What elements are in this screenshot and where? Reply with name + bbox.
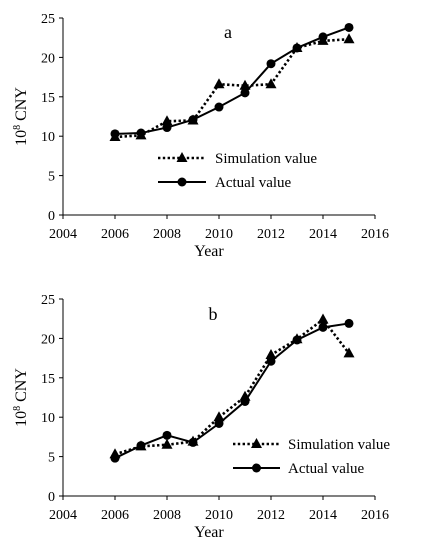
y-axis-title-base: 10 bbox=[13, 411, 30, 427]
y-axis-title-base: 10 bbox=[13, 130, 30, 146]
simulation-point bbox=[213, 411, 225, 422]
actual-point bbox=[344, 22, 354, 32]
x-tick-label: 2004 bbox=[49, 508, 77, 523]
y-tick-label: 0 bbox=[48, 490, 55, 505]
y-axis-title-unit: CNY bbox=[13, 368, 30, 406]
actual-point bbox=[266, 59, 276, 69]
actual-point bbox=[318, 32, 328, 42]
simulation-point bbox=[161, 115, 173, 126]
actual-point bbox=[292, 43, 302, 53]
simulation-point bbox=[343, 33, 355, 44]
actual-point bbox=[240, 396, 250, 406]
actual-point bbox=[136, 441, 146, 451]
series-line-simulation bbox=[114, 317, 351, 456]
series-line-actual bbox=[114, 322, 350, 460]
x-axis-title: Year bbox=[194, 243, 224, 260]
legend-label-actual: Actual value bbox=[215, 175, 292, 191]
legend-marker-simulation bbox=[251, 438, 262, 448]
y-axis-title-exponent: 8 bbox=[12, 125, 23, 130]
x-axis-title: Year bbox=[194, 524, 224, 541]
panel-label: a bbox=[224, 22, 232, 42]
x-tick-label: 2008 bbox=[153, 508, 181, 523]
y-axis-title: 108 CNY bbox=[12, 368, 30, 427]
y-tick-label: 5 bbox=[48, 451, 55, 466]
y-tick-label: 15 bbox=[41, 372, 55, 387]
actual-point bbox=[214, 419, 224, 429]
x-tick-label: 2012 bbox=[257, 508, 285, 523]
y-tick-label: 20 bbox=[41, 332, 55, 347]
simulation-point bbox=[213, 78, 225, 89]
y-tick-label: 25 bbox=[41, 293, 55, 308]
actual-point bbox=[240, 88, 250, 98]
actual-point bbox=[110, 453, 120, 463]
y-axis-title-exponent: 8 bbox=[12, 406, 23, 411]
legend-marker-actual bbox=[252, 463, 261, 473]
actual-point bbox=[266, 356, 276, 366]
chart-panel-a: 0 5 10 15 20 25 2004 2006 2008 2010 2012 2014 2016 Ye… bbox=[12, 12, 389, 260]
simulation-point bbox=[239, 79, 251, 90]
series-line-actual bbox=[114, 26, 350, 135]
actual-point bbox=[162, 123, 172, 133]
y-tick-label: 0 bbox=[48, 209, 55, 224]
y-tick-label: 25 bbox=[41, 12, 55, 27]
actual-point bbox=[162, 430, 172, 440]
actual-point bbox=[188, 437, 198, 447]
legend-label-actual: Actual value bbox=[288, 461, 365, 477]
x-tick-label: 2010 bbox=[205, 508, 233, 523]
actual-point bbox=[136, 128, 146, 138]
y-tick-label: 15 bbox=[41, 91, 55, 106]
x-tick-label: 2006 bbox=[101, 227, 129, 242]
actual-point bbox=[318, 322, 328, 332]
x-tick-label: 2014 bbox=[309, 508, 337, 523]
actual-point bbox=[344, 318, 354, 328]
y-tick-label: 20 bbox=[41, 51, 55, 66]
actual-point bbox=[292, 335, 302, 345]
legend-marker-actual bbox=[177, 177, 187, 187]
simulation-point bbox=[317, 313, 329, 324]
x-tick-label: 2008 bbox=[153, 227, 181, 242]
x-tick-label: 2014 bbox=[309, 227, 337, 242]
simulation-point bbox=[343, 347, 355, 358]
x-tick-label: 2012 bbox=[257, 227, 285, 242]
simulation-point bbox=[265, 348, 277, 359]
y-tick-label: 5 bbox=[48, 170, 55, 185]
panel-label: b bbox=[209, 304, 218, 324]
series-line-simulation bbox=[114, 37, 350, 139]
legend-label-simulation: Simulation value bbox=[288, 437, 390, 453]
actual-point bbox=[110, 129, 120, 139]
y-axis-title: 108 CNY bbox=[12, 87, 30, 146]
simulation-point bbox=[161, 438, 173, 449]
chart-panel-b: 0 5 10 15 20 25 2004 2006 2008 2010 2012 2014 2016 Ye… bbox=[12, 293, 390, 541]
y-tick-label: 10 bbox=[41, 411, 55, 426]
x-tick-label: 2016 bbox=[361, 508, 389, 523]
simulation-point bbox=[265, 78, 277, 89]
y-tick-label: 10 bbox=[41, 130, 55, 145]
x-tick-label: 2016 bbox=[361, 227, 389, 242]
legend-label-simulation: Simulation value bbox=[215, 151, 317, 167]
x-tick-label: 2004 bbox=[49, 227, 77, 242]
legend-marker-simulation bbox=[176, 152, 188, 162]
actual-point bbox=[188, 115, 198, 125]
x-tick-label: 2010 bbox=[205, 227, 233, 242]
actual-point bbox=[214, 102, 224, 112]
y-axis-title-unit: CNY bbox=[13, 87, 30, 125]
x-tick-label: 2006 bbox=[101, 508, 129, 523]
